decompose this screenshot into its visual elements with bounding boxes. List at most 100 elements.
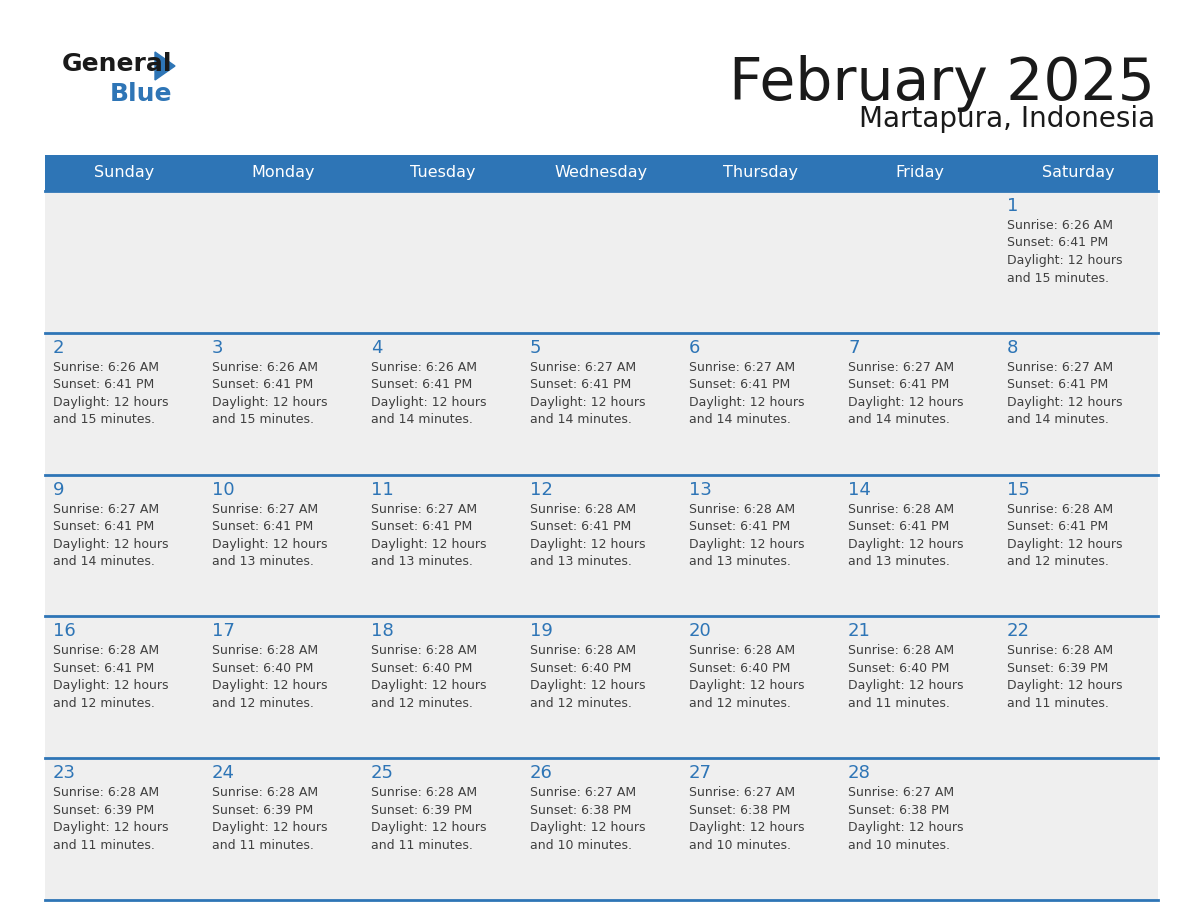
Bar	[204, 333, 364, 475]
Text: Wednesday: Wednesday	[555, 165, 649, 181]
Text: February 2025: February 2025	[729, 55, 1155, 112]
Text: Sunrise: 6:28 AM: Sunrise: 6:28 AM	[530, 644, 636, 657]
Text: Blue: Blue	[110, 82, 172, 106]
Text: Sunset: 6:38 PM: Sunset: 6:38 PM	[530, 803, 631, 817]
Text: Daylight: 12 hours: Daylight: 12 hours	[689, 538, 804, 551]
Text: Sunset: 6:40 PM: Sunset: 6:40 PM	[689, 662, 790, 675]
Text: and 13 minutes.: and 13 minutes.	[848, 555, 950, 568]
Text: Daylight: 12 hours: Daylight: 12 hours	[689, 679, 804, 692]
Text: 11: 11	[371, 481, 393, 498]
Text: and 14 minutes.: and 14 minutes.	[371, 413, 473, 426]
Text: Sunset: 6:39 PM: Sunset: 6:39 PM	[53, 803, 154, 817]
Text: Sunrise: 6:28 AM: Sunrise: 6:28 AM	[1007, 644, 1113, 657]
Text: Sunset: 6:41 PM: Sunset: 6:41 PM	[371, 378, 473, 391]
Text: Sunrise: 6:27 AM: Sunrise: 6:27 AM	[211, 502, 318, 516]
Text: Sunrise: 6:26 AM: Sunrise: 6:26 AM	[371, 361, 478, 374]
Text: Daylight: 12 hours: Daylight: 12 hours	[848, 538, 963, 551]
Text: Sunrise: 6:28 AM: Sunrise: 6:28 AM	[371, 644, 478, 657]
Text: Sunset: 6:41 PM: Sunset: 6:41 PM	[848, 378, 949, 391]
Text: Daylight: 12 hours: Daylight: 12 hours	[1007, 679, 1123, 692]
Text: 10: 10	[211, 481, 234, 498]
Text: Sunset: 6:40 PM: Sunset: 6:40 PM	[371, 662, 473, 675]
Text: and 13 minutes.: and 13 minutes.	[689, 555, 791, 568]
Text: and 11 minutes.: and 11 minutes.	[848, 697, 950, 710]
Bar	[204, 191, 364, 333]
Text: Sunset: 6:41 PM: Sunset: 6:41 PM	[689, 521, 790, 533]
Text: Sunrise: 6:27 AM: Sunrise: 6:27 AM	[53, 502, 159, 516]
Text: Martapura, Indonesia: Martapura, Indonesia	[859, 105, 1155, 133]
Text: and 14 minutes.: and 14 minutes.	[689, 413, 791, 426]
Text: Daylight: 12 hours: Daylight: 12 hours	[530, 822, 645, 834]
Text: Sunset: 6:39 PM: Sunset: 6:39 PM	[371, 803, 473, 817]
Bar	[45, 758, 204, 900]
Bar	[45, 155, 1158, 191]
Text: and 12 minutes.: and 12 minutes.	[530, 697, 632, 710]
Bar	[681, 616, 840, 758]
Text: Sunset: 6:41 PM: Sunset: 6:41 PM	[530, 378, 631, 391]
Text: 21: 21	[848, 622, 871, 641]
Bar	[45, 616, 204, 758]
Bar	[204, 758, 364, 900]
Text: Daylight: 12 hours: Daylight: 12 hours	[689, 396, 804, 409]
Text: and 13 minutes.: and 13 minutes.	[530, 555, 632, 568]
Bar	[840, 475, 999, 616]
Text: Sunset: 6:41 PM: Sunset: 6:41 PM	[211, 378, 314, 391]
Text: 2: 2	[53, 339, 64, 357]
Text: and 14 minutes.: and 14 minutes.	[530, 413, 632, 426]
Text: Sunrise: 6:26 AM: Sunrise: 6:26 AM	[211, 361, 318, 374]
Bar	[840, 191, 999, 333]
Text: 7: 7	[848, 339, 859, 357]
Text: Sunrise: 6:28 AM: Sunrise: 6:28 AM	[848, 502, 954, 516]
Text: 16: 16	[53, 622, 76, 641]
Text: Daylight: 12 hours: Daylight: 12 hours	[530, 679, 645, 692]
Text: Daylight: 12 hours: Daylight: 12 hours	[53, 679, 169, 692]
Text: Sunset: 6:40 PM: Sunset: 6:40 PM	[211, 662, 314, 675]
Text: Daylight: 12 hours: Daylight: 12 hours	[1007, 538, 1123, 551]
Bar	[45, 191, 204, 333]
Text: Daylight: 12 hours: Daylight: 12 hours	[689, 822, 804, 834]
Text: 17: 17	[211, 622, 235, 641]
Bar	[840, 333, 999, 475]
Text: 24: 24	[211, 764, 235, 782]
Text: 25: 25	[371, 764, 394, 782]
Text: and 12 minutes.: and 12 minutes.	[1007, 555, 1108, 568]
Bar	[364, 616, 522, 758]
Text: Monday: Monday	[252, 165, 315, 181]
Text: Sunrise: 6:28 AM: Sunrise: 6:28 AM	[689, 502, 795, 516]
Bar	[364, 475, 522, 616]
Text: Sunrise: 6:27 AM: Sunrise: 6:27 AM	[689, 786, 795, 800]
Bar	[999, 333, 1158, 475]
Text: and 12 minutes.: and 12 minutes.	[371, 697, 473, 710]
Text: and 12 minutes.: and 12 minutes.	[211, 697, 314, 710]
Text: Sunday: Sunday	[94, 165, 154, 181]
Text: and 12 minutes.: and 12 minutes.	[53, 697, 154, 710]
Text: Daylight: 12 hours: Daylight: 12 hours	[371, 822, 487, 834]
Text: Sunrise: 6:27 AM: Sunrise: 6:27 AM	[689, 361, 795, 374]
Text: Sunrise: 6:28 AM: Sunrise: 6:28 AM	[848, 644, 954, 657]
Text: Daylight: 12 hours: Daylight: 12 hours	[53, 538, 169, 551]
Text: 23: 23	[53, 764, 76, 782]
Text: and 11 minutes.: and 11 minutes.	[371, 839, 473, 852]
Bar	[681, 475, 840, 616]
Text: Daylight: 12 hours: Daylight: 12 hours	[53, 396, 169, 409]
Text: Sunrise: 6:28 AM: Sunrise: 6:28 AM	[53, 786, 159, 800]
Text: 9: 9	[53, 481, 64, 498]
Text: and 10 minutes.: and 10 minutes.	[530, 839, 632, 852]
Bar	[204, 475, 364, 616]
Text: 28: 28	[848, 764, 871, 782]
Text: Sunrise: 6:28 AM: Sunrise: 6:28 AM	[53, 644, 159, 657]
Text: Sunset: 6:41 PM: Sunset: 6:41 PM	[530, 521, 631, 533]
Text: Daylight: 12 hours: Daylight: 12 hours	[211, 679, 328, 692]
Text: Sunrise: 6:27 AM: Sunrise: 6:27 AM	[371, 502, 478, 516]
Bar	[45, 475, 204, 616]
Text: Sunset: 6:41 PM: Sunset: 6:41 PM	[1007, 521, 1108, 533]
Text: and 12 minutes.: and 12 minutes.	[689, 697, 791, 710]
Text: Sunrise: 6:27 AM: Sunrise: 6:27 AM	[848, 361, 954, 374]
Text: Thursday: Thursday	[723, 165, 798, 181]
Bar	[840, 616, 999, 758]
Text: Daylight: 12 hours: Daylight: 12 hours	[848, 396, 963, 409]
Bar	[681, 191, 840, 333]
Text: Sunrise: 6:27 AM: Sunrise: 6:27 AM	[530, 361, 636, 374]
Text: and 13 minutes.: and 13 minutes.	[371, 555, 473, 568]
Text: and 15 minutes.: and 15 minutes.	[1007, 272, 1110, 285]
